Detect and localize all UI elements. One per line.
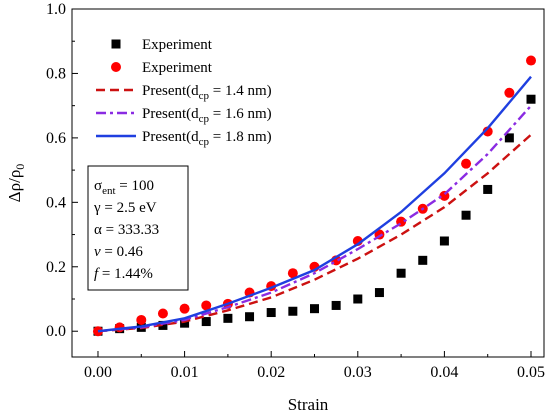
data-point: [287, 268, 298, 279]
data-point: [504, 87, 515, 98]
parameter-text: v = 0.46: [94, 244, 143, 260]
data-point: [266, 308, 276, 318]
x-tick-label: 0.05: [517, 364, 545, 381]
x-axis-title: Strain: [288, 395, 329, 414]
x-tick-label: 0.00: [84, 364, 112, 381]
data-point: [157, 308, 168, 319]
series-line: [97, 75, 532, 333]
series-2: [97, 133, 532, 333]
x-tick-label: 0.04: [430, 364, 458, 381]
legend-item: Experiment: [111, 37, 213, 53]
data-point: [353, 294, 363, 304]
data-point: [245, 312, 255, 322]
x-tick-label: 0.03: [344, 364, 372, 381]
y-tick-label: 0.8: [46, 65, 66, 82]
legend-item: Present(dcp = 1.4 nm): [96, 83, 272, 102]
y-tick-label: 0.4: [46, 194, 66, 211]
x-tick-label: 0.02: [257, 364, 285, 381]
data-point: [201, 300, 212, 311]
series-3: [97, 104, 532, 333]
data-point: [288, 306, 298, 316]
parameter-text: γ = 2.5 eV: [93, 200, 157, 216]
legend-label: Experiment: [142, 37, 213, 53]
parameter-text: σent = 100: [94, 178, 154, 197]
y-axis: 0.0 0.2 0.4 0.6 0.8 1.0: [46, 1, 78, 340]
data-point: [223, 313, 233, 323]
series-line: [97, 104, 532, 333]
x-axis: 0.00 0.01 0.02 0.03 0.04 0.05: [84, 351, 545, 381]
plot-frame: [71, 8, 545, 358]
data-point: [461, 158, 472, 169]
legend: Experiment Experiment Present(dcp = 1.4 nm…: [96, 37, 272, 148]
data-point: [526, 94, 536, 104]
parameter-text: f = 1.44%: [94, 266, 153, 282]
parameter-box: σent = 100 γ = 2.5 eV α = 333.33 v = 0.46 f …: [87, 165, 189, 291]
legend-label: Experiment: [142, 60, 213, 76]
legend-swatch: [111, 62, 121, 72]
legend-item: Experiment: [111, 60, 213, 76]
data-point: [92, 326, 103, 337]
data-point: [309, 304, 319, 314]
data-point: [158, 320, 168, 330]
data-point: [374, 288, 384, 298]
legend-label: Present(dcp = 1.6 nm): [142, 106, 272, 125]
data-point: [179, 303, 190, 314]
data-point: [180, 318, 190, 328]
data-point: [482, 126, 493, 137]
series-line: [97, 133, 532, 333]
data-point: [136, 314, 147, 325]
data-point: [439, 236, 449, 246]
legend-swatch: [111, 39, 121, 49]
series-layer: [92, 55, 537, 337]
y-axis-title: Δρ/ρ0: [5, 164, 27, 203]
data-point: [201, 317, 211, 327]
y-tick-label: 0.2: [46, 259, 66, 276]
plot-border: [71, 8, 545, 358]
legend-item: Present(dcp = 1.8 nm): [96, 129, 272, 148]
y-tick-label: 0.0: [46, 323, 66, 340]
data-point: [418, 255, 428, 265]
legend-label: Present(dcp = 1.4 nm): [142, 83, 272, 102]
y-tick-label: 1.0: [46, 1, 66, 18]
data-point: [461, 210, 471, 220]
legend-label: Present(dcp = 1.8 nm): [142, 129, 272, 148]
parameter-text: α = 333.33: [94, 222, 159, 238]
x-tick-label: 0.01: [171, 364, 199, 381]
data-point: [526, 55, 537, 66]
data-point: [331, 300, 341, 310]
series-4: [97, 75, 532, 333]
y-tick-label: 0.6: [46, 130, 66, 147]
legend-item: Present(dcp = 1.6 nm): [96, 106, 272, 125]
data-point: [483, 184, 493, 194]
data-point: [396, 268, 406, 278]
data-point: [504, 133, 514, 143]
parameter-box-border: [87, 165, 189, 291]
